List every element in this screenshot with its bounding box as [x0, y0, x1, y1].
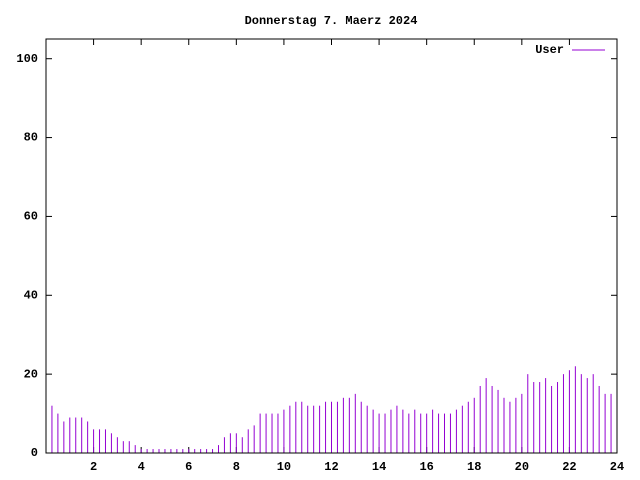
y-tick-label: 60 [24, 210, 38, 224]
y-tick-label: 80 [24, 131, 38, 145]
chart-title: Donnerstag 7. Maerz 2024 [245, 14, 418, 28]
x-tick-label: 8 [233, 460, 240, 474]
y-tick-label: 20 [24, 367, 38, 381]
x-tick-label: 22 [562, 460, 576, 474]
x-tick-label: 16 [419, 460, 433, 474]
x-tick-label: 12 [324, 460, 338, 474]
x-tick-label: 20 [515, 460, 529, 474]
legend-label: User [535, 43, 564, 57]
x-tick-label: 4 [138, 460, 145, 474]
y-tick-label: 40 [24, 288, 38, 302]
x-tick-label: 2 [90, 460, 97, 474]
x-tick-label: 24 [610, 460, 624, 474]
y-tick-label: 0 [31, 446, 38, 460]
x-tick-label: 18 [467, 460, 481, 474]
x-tick-label: 10 [277, 460, 291, 474]
x-tick-label: 6 [185, 460, 192, 474]
y-tick-label: 100 [16, 52, 38, 66]
x-tick-label: 14 [372, 460, 386, 474]
plot-border [45, 38, 618, 454]
